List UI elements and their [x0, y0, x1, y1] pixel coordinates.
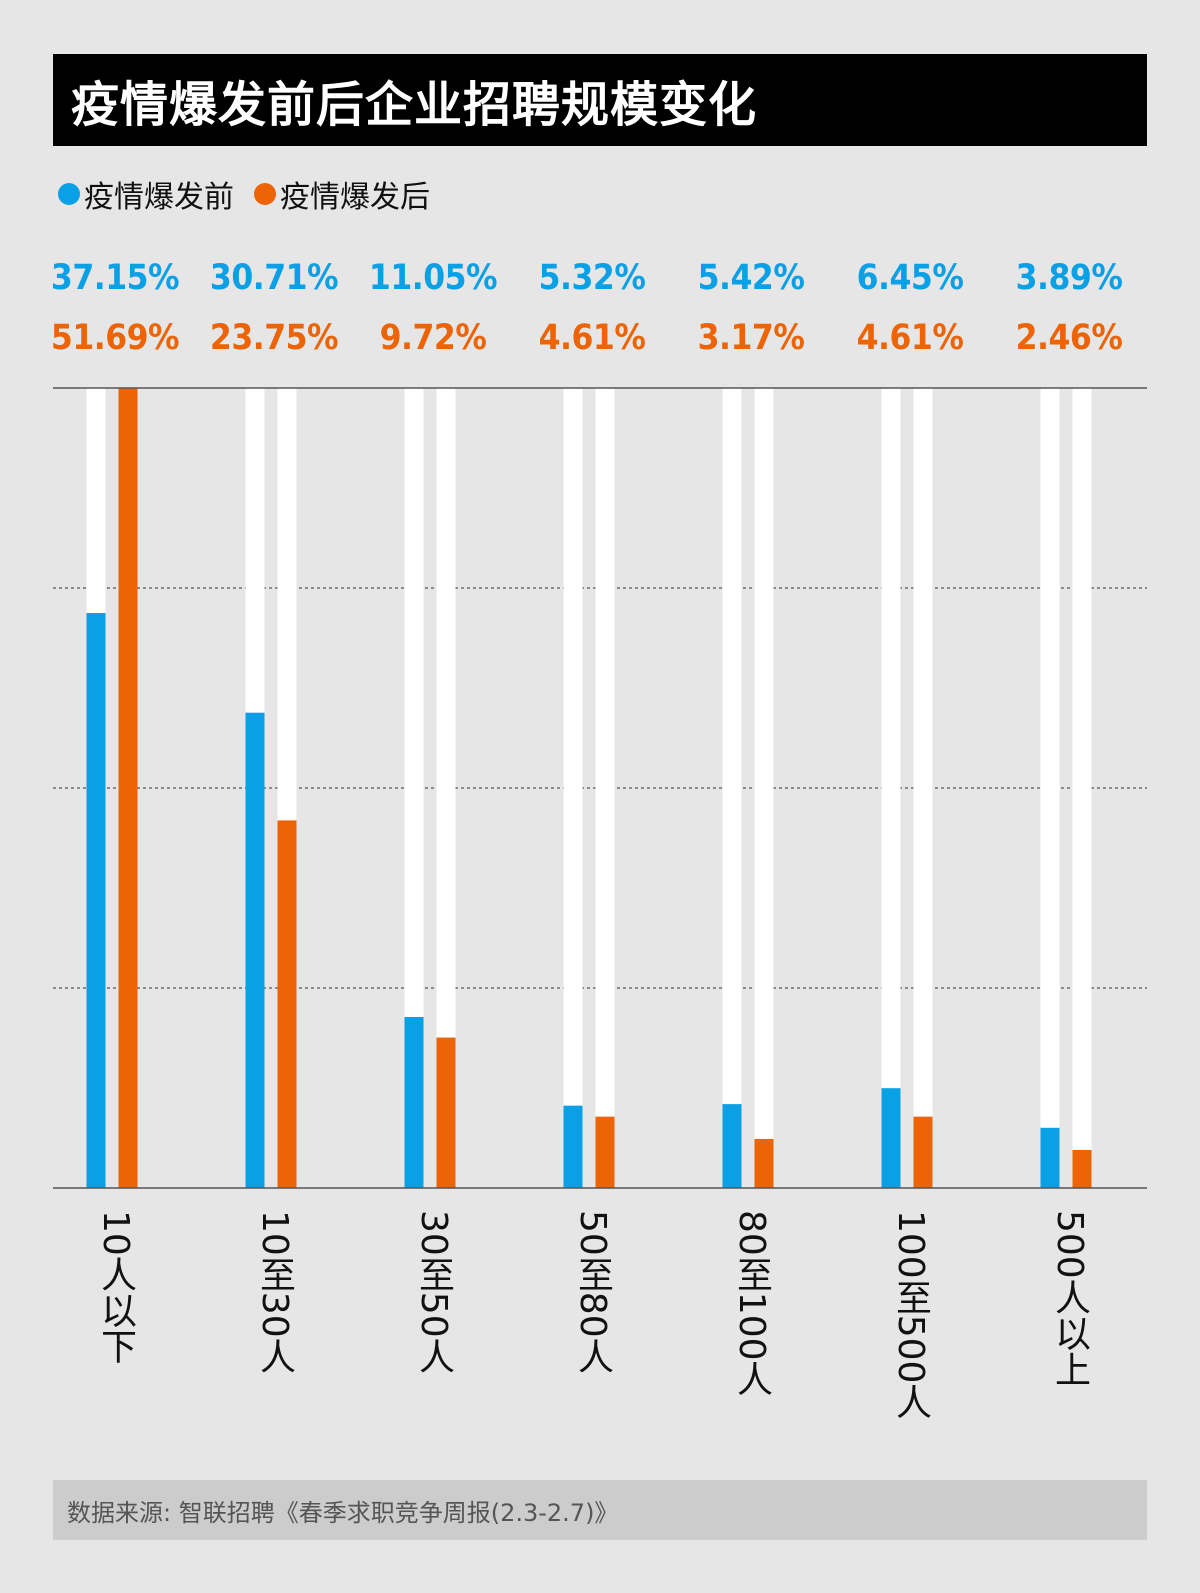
- bar-after: [595, 1116, 615, 1188]
- legend-item-after: 疫情爆发后: [254, 172, 430, 216]
- data-label-after: 3.17%: [697, 318, 805, 358]
- bar-before: [1040, 1127, 1060, 1188]
- data-label-after: 23.75%: [209, 318, 339, 358]
- category-label: 10至30人: [254, 1210, 295, 1374]
- bar-after: [1072, 1149, 1092, 1188]
- bar-track: [1040, 388, 1060, 1188]
- bar-track: [722, 388, 742, 1188]
- bar-after: [118, 388, 138, 1188]
- bar-before: [404, 1016, 424, 1188]
- legend-dot-before: [58, 183, 80, 205]
- bar-track: [404, 388, 424, 1188]
- bar-track: [595, 388, 615, 1188]
- data-label-before: 11.05%: [368, 258, 498, 298]
- bar-track: [563, 388, 583, 1188]
- bar-before: [722, 1104, 742, 1188]
- bar-chart: [53, 387, 1147, 1189]
- bar-track: [436, 388, 456, 1188]
- source-note: 数据来源: 智联招聘《春季求职竞争周报(2.3-2.7)》: [53, 1480, 1147, 1540]
- bar-track: [1072, 388, 1092, 1188]
- data-label-after: 4.61%: [538, 318, 646, 358]
- data-label-after: 2.46%: [1015, 318, 1123, 358]
- bar-track: [881, 388, 901, 1188]
- legend-label-before: 疫情爆发前: [84, 180, 234, 215]
- data-label-before: 37.15%: [50, 258, 180, 298]
- category-label: 50至80人: [572, 1210, 613, 1374]
- bar-after: [913, 1116, 933, 1188]
- bar-before: [86, 613, 106, 1188]
- category-label: 500人以上: [1049, 1210, 1090, 1387]
- data-label-before: 5.42%: [697, 258, 805, 298]
- data-label-after: 51.69%: [50, 318, 180, 358]
- bar-after: [277, 820, 297, 1188]
- legend-label-after: 疫情爆发后: [280, 180, 430, 215]
- data-label-after: 9.72%: [379, 318, 487, 358]
- category-label: 30至50人: [413, 1210, 454, 1374]
- data-label-before: 3.89%: [1015, 258, 1123, 298]
- bar-after: [436, 1037, 456, 1188]
- data-label-after: 4.61%: [856, 318, 964, 358]
- data-label-before: 6.45%: [856, 258, 964, 298]
- data-label-before: 5.32%: [538, 258, 646, 298]
- category-label: 100至500人: [890, 1210, 931, 1420]
- bar-before: [245, 712, 265, 1188]
- legend-dot-after: [254, 183, 276, 205]
- bar-after: [754, 1138, 774, 1188]
- bar-before: [563, 1105, 583, 1188]
- data-label-before: 30.71%: [209, 258, 339, 298]
- legend: 疫情爆发前 疫情爆发后: [58, 172, 450, 216]
- bar-track: [754, 388, 774, 1188]
- bar-before: [881, 1088, 901, 1188]
- chart-title: 疫情爆发前后企业招聘规模变化: [53, 54, 1147, 146]
- category-label: 10人以下: [95, 1210, 136, 1364]
- legend-item-before: 疫情爆发前: [58, 172, 234, 216]
- bar-track: [913, 388, 933, 1188]
- category-label: 80至100人: [731, 1210, 772, 1397]
